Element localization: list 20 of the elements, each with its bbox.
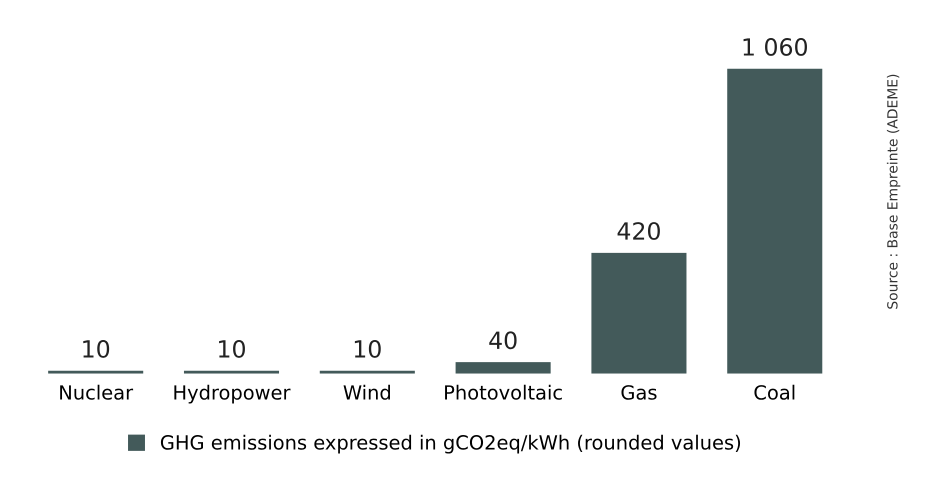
bar [320, 370, 415, 374]
x-tick-label: Wind [344, 384, 390, 400]
data-label: 10 [219, 340, 245, 358]
x-tick-label: Hydropower [174, 384, 291, 404]
data-label: 10 [354, 340, 381, 358]
bar [456, 362, 551, 374]
data-label: 1 060 [744, 38, 807, 56]
x-tick-label: Photovoltaic [445, 384, 562, 400]
bar [727, 68, 822, 374]
data-label: 40 [489, 331, 517, 350]
data-label: 420 [618, 222, 660, 240]
bar [184, 370, 280, 374]
source-note: Source : Base Empreinte (ADEME) [886, 74, 900, 309]
legend-label: GHG emissions expressed in gCO2eq/kWh (rounded values) [160, 434, 740, 454]
bar [591, 252, 686, 374]
x-tick-label: Gas [621, 385, 657, 400]
bar [48, 370, 144, 374]
x-tick-label: Nuclear [60, 384, 134, 400]
data-label: 10 [83, 340, 110, 358]
x-tick-label: Coal [754, 384, 794, 400]
